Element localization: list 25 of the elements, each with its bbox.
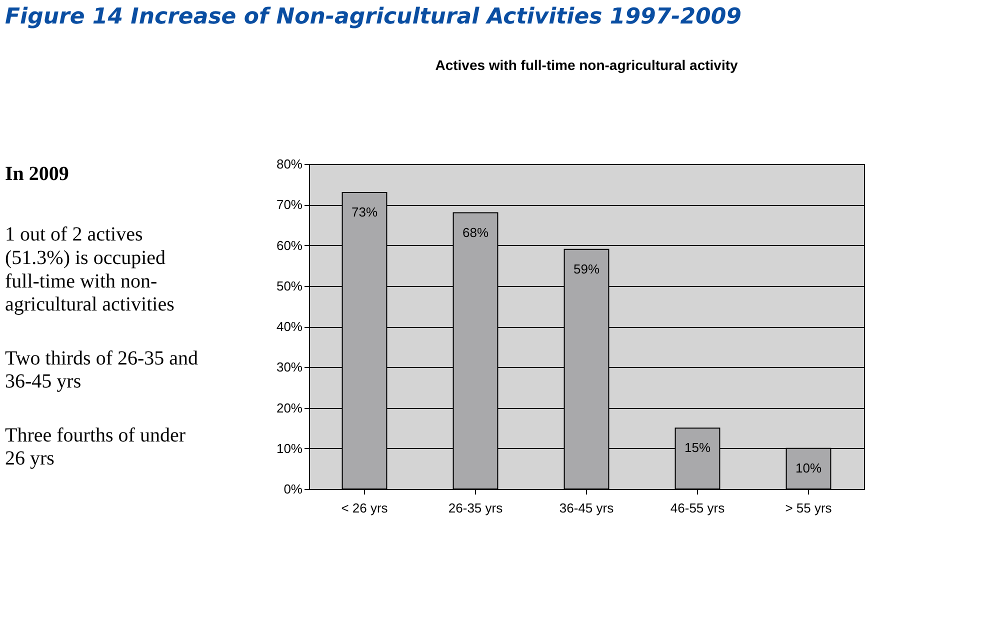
x-tick-label: 26-35 yrs xyxy=(448,500,504,516)
y-tick-label: 40% xyxy=(276,319,303,334)
y-tick-label: 60% xyxy=(276,238,303,253)
chart-title: Figure 14 Increase of Non-agricultural Activities 1997-2009 xyxy=(5,4,742,30)
y-tick-label: 0% xyxy=(284,482,303,496)
x-tick-label: > 55 yrs xyxy=(785,500,832,516)
y-tick-label: 80% xyxy=(276,156,303,172)
data-label: 59% xyxy=(573,261,600,276)
text: Three fourths of under 26 yrs xyxy=(5,424,186,470)
data-label: 73% xyxy=(351,204,378,220)
y-tick-label: 50% xyxy=(276,278,303,294)
x-tick-label: 46-55 yrs xyxy=(670,500,726,516)
y-tick-label: 10% xyxy=(276,440,303,456)
data-label: 15% xyxy=(684,440,711,456)
data-label: 10% xyxy=(795,460,822,476)
x-tick-label: < 26 yrs xyxy=(341,500,388,516)
x-tick-label: 36-45 yrs xyxy=(559,500,614,516)
text: Two thirds of 26-35 and 36-45 yrs xyxy=(5,347,198,393)
text: 1 out of 2 actives (51.3%) is occupied full-time with non-agricultural activities xyxy=(5,224,175,316)
y-tick-label: 20% xyxy=(276,400,303,416)
data-label: 68% xyxy=(462,224,489,240)
y-tick-label: 30% xyxy=(276,360,303,375)
chart-subtitle: Actives with full-time non-agricultural activity xyxy=(435,57,738,73)
text: In 2009 xyxy=(5,163,69,185)
y-tick-label: 70% xyxy=(276,197,303,212)
